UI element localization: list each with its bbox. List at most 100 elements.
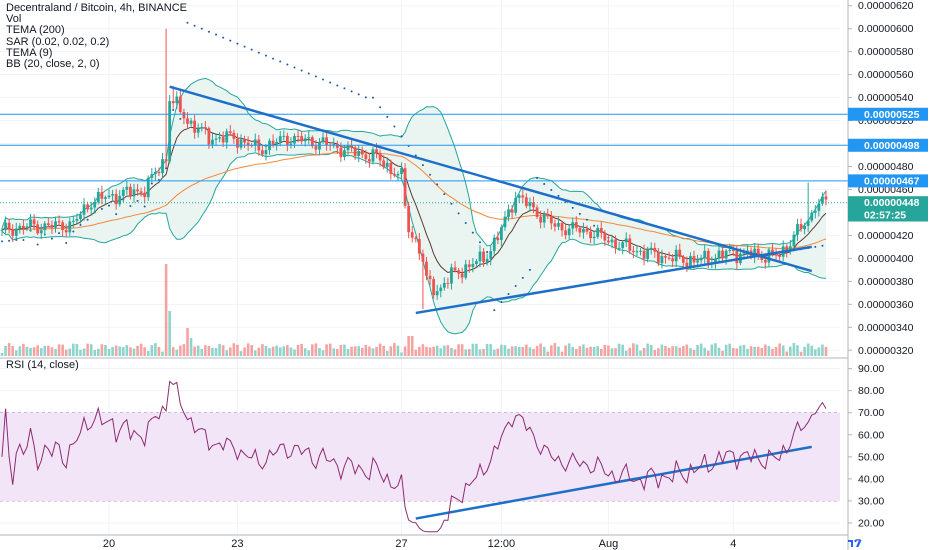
candle xyxy=(89,207,93,210)
volume-bar xyxy=(521,346,525,356)
volume-bar xyxy=(32,347,36,356)
sar-dot xyxy=(79,224,82,227)
candle xyxy=(631,250,635,252)
candle xyxy=(114,194,118,205)
candle xyxy=(699,257,703,261)
volume-bar xyxy=(475,343,478,356)
tradingview-logo-icon[interactable] xyxy=(848,538,862,548)
horizontal-lines[interactable] xyxy=(0,113,848,204)
rsi-legend: RSI (14, close) xyxy=(6,359,79,371)
candle xyxy=(335,143,339,148)
candle xyxy=(300,136,304,142)
volume-bar xyxy=(646,343,649,356)
volume-bar xyxy=(293,349,296,356)
volume-bar xyxy=(813,349,817,356)
trendlines[interactable] xyxy=(169,85,813,520)
candle xyxy=(482,251,485,263)
candle xyxy=(628,238,632,251)
volume-bar xyxy=(7,343,11,356)
volume-bar xyxy=(286,345,289,356)
volume-bar xyxy=(121,347,125,356)
volume-bar xyxy=(789,346,792,356)
volume-bar xyxy=(50,347,54,356)
volume-bar xyxy=(68,348,72,356)
volume-bar xyxy=(357,346,361,356)
candle xyxy=(43,223,47,231)
candle xyxy=(221,137,225,143)
price-label-box xyxy=(848,196,928,210)
volume-bar xyxy=(585,347,589,356)
volume-bar xyxy=(471,343,475,356)
candle xyxy=(410,232,414,238)
sar-dot xyxy=(279,60,282,63)
sar-dot xyxy=(500,301,503,304)
candle xyxy=(653,247,657,252)
volume-bar xyxy=(564,345,567,356)
candle xyxy=(799,224,803,230)
candle xyxy=(635,251,639,253)
price-tick-label: 0.00000560 xyxy=(858,69,914,81)
candle xyxy=(753,248,757,258)
sar-dot xyxy=(329,81,332,84)
candle xyxy=(610,239,614,243)
price-label-box xyxy=(848,208,928,222)
candle xyxy=(332,143,336,146)
candle xyxy=(681,257,685,263)
volume-bar xyxy=(243,347,246,356)
volume-bar xyxy=(275,345,278,356)
candle xyxy=(582,229,585,233)
volume-bar xyxy=(296,344,300,356)
candle xyxy=(817,203,821,211)
candle xyxy=(478,251,482,262)
volume-bar xyxy=(343,344,346,356)
volume-bar xyxy=(79,349,82,356)
sar-dot xyxy=(150,182,153,185)
volume-bar xyxy=(742,344,746,356)
volume-bar xyxy=(635,344,639,356)
sar-dot xyxy=(578,212,581,215)
volume-bar xyxy=(603,344,607,356)
time-tick-label: 4 xyxy=(730,538,736,550)
sar-dot xyxy=(322,78,325,81)
volume-bar xyxy=(578,346,582,356)
sar-dot xyxy=(814,245,817,248)
candle xyxy=(432,279,436,296)
candle xyxy=(542,214,546,223)
volume-bar xyxy=(621,344,624,356)
candle xyxy=(485,258,489,263)
price-tick-label: 0.00000400 xyxy=(858,253,914,265)
candle xyxy=(207,128,211,145)
volume-bar xyxy=(43,345,47,356)
volume-bar xyxy=(731,348,735,356)
candle xyxy=(785,246,789,252)
candle xyxy=(589,231,592,239)
volume-bar xyxy=(485,343,489,356)
volume-bar xyxy=(47,345,50,356)
volume-bar xyxy=(328,343,332,356)
price-tick-label: 0.00000480 xyxy=(858,161,914,173)
volume-bar xyxy=(464,349,468,356)
volume-bar xyxy=(706,350,710,356)
volume-bar xyxy=(214,347,218,356)
tema-9-line xyxy=(1,126,827,274)
volume-bar xyxy=(104,345,107,356)
volume-bar xyxy=(503,345,507,356)
price-tick-label: 0.00000340 xyxy=(858,322,914,334)
volume-bar xyxy=(82,348,86,356)
candle xyxy=(357,150,361,156)
volume-bar xyxy=(567,343,571,356)
candle xyxy=(153,172,157,175)
volume-bar xyxy=(253,350,257,356)
sar-dot xyxy=(129,205,132,208)
candle xyxy=(439,287,443,292)
volume-bar xyxy=(667,347,671,356)
candle xyxy=(471,263,475,267)
volume-bar xyxy=(350,346,353,356)
candle xyxy=(617,248,621,250)
sar-dot xyxy=(257,51,260,54)
sar-dot xyxy=(165,167,168,170)
sar-dot xyxy=(215,33,218,36)
volume-bar xyxy=(11,346,15,356)
volume-bar xyxy=(678,347,682,356)
candle xyxy=(763,259,767,263)
